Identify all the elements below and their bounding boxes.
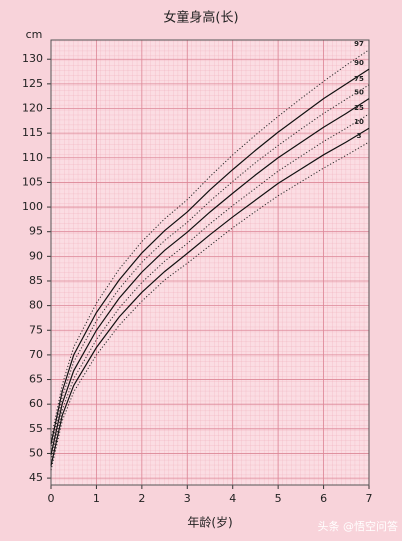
y-tick-label: 80 (29, 299, 43, 312)
series-label: 50 (354, 89, 364, 97)
percentile-line (50, 49, 370, 439)
series-label: 25 (354, 104, 364, 112)
percentile-line (50, 68, 370, 445)
percentile-line (50, 84, 370, 450)
y-tick-label: 70 (29, 348, 43, 361)
series-label: 90 (354, 59, 364, 67)
y-tick-label: 85 (29, 274, 43, 287)
plot-border (50, 39, 370, 486)
y-tick-label: 120 (22, 101, 43, 114)
x-tick-label: 6 (320, 492, 327, 505)
y-tick-label: 95 (29, 225, 43, 238)
watermark: 头条 @悟空问答 (318, 519, 399, 533)
y-tick-label: 50 (29, 446, 43, 459)
x-tick-label: 0 (48, 492, 55, 505)
percentile-line (50, 113, 370, 461)
y-tick-label: 60 (29, 397, 43, 410)
y-axis-label: cm (26, 28, 43, 41)
y-tick-label: 55 (29, 422, 43, 435)
series-label: 75 (354, 75, 364, 83)
y-tick-label: 125 (22, 77, 43, 90)
y-tick-label: 75 (29, 323, 43, 336)
percentile-line (50, 127, 370, 466)
y-tick-label: 115 (22, 126, 43, 139)
x-tick-label: 3 (184, 492, 191, 505)
x-tick-label: 4 (229, 492, 236, 505)
percentile-line (50, 98, 370, 456)
x-tick-label: 7 (366, 492, 373, 505)
y-tick-label: 45 (29, 471, 43, 484)
series-label: 10 (354, 118, 364, 126)
x-tick-label: 1 (93, 492, 100, 505)
x-tick-label: 2 (138, 492, 145, 505)
series-label: 97 (354, 40, 364, 48)
percentile-line (50, 141, 370, 471)
y-tick-label: 110 (22, 151, 43, 164)
y-tick-label: 130 (22, 52, 43, 65)
y-tick-label: 100 (22, 200, 43, 213)
series-label: 3 (357, 132, 362, 140)
x-tick-label: 5 (275, 492, 282, 505)
y-tick-label: 90 (29, 249, 43, 262)
x-axis-label: 年龄(岁) (187, 515, 232, 530)
y-tick-label: 105 (22, 175, 43, 188)
minor-grid (51, 40, 369, 485)
y-tick-label: 65 (29, 373, 43, 386)
chart-title: 女童身高(长) (163, 10, 238, 26)
